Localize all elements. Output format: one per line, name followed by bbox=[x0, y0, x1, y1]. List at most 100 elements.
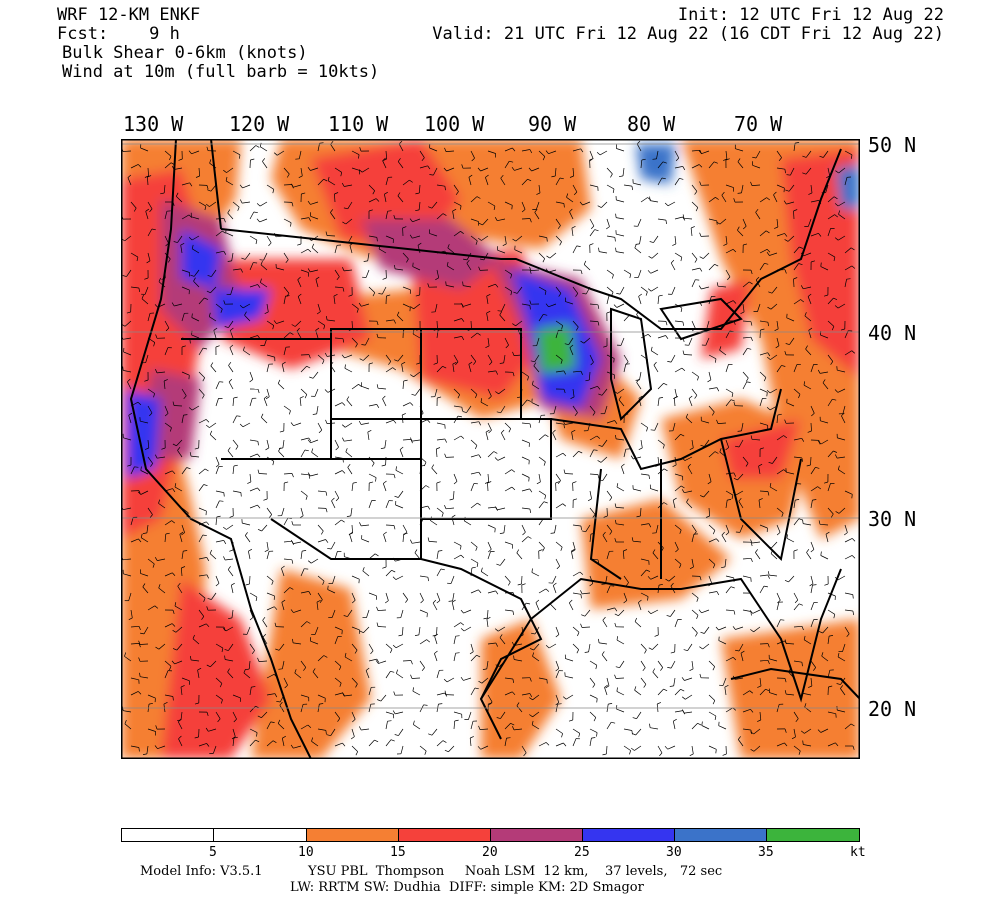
wind-barb-flag bbox=[638, 599, 642, 603]
wind-barb-flag bbox=[154, 605, 159, 609]
wind-barb bbox=[480, 401, 489, 407]
wind-barb bbox=[317, 728, 326, 731]
wind-barb bbox=[667, 745, 676, 750]
wind-barb bbox=[589, 405, 596, 413]
wind-barb-flag bbox=[383, 531, 387, 535]
wind-barb bbox=[331, 500, 336, 509]
wind-barb-flag bbox=[568, 719, 573, 722]
wind-barb bbox=[827, 483, 831, 492]
wind-barb-flag bbox=[563, 469, 566, 474]
wind-barb bbox=[652, 671, 659, 679]
wind-barb bbox=[178, 738, 183, 747]
wind-barb bbox=[127, 177, 132, 186]
wind-barb bbox=[653, 364, 659, 373]
wind-barb-flag bbox=[545, 742, 550, 746]
wind-barb-flag bbox=[584, 651, 589, 653]
wind-barb bbox=[293, 184, 302, 188]
wind-barb bbox=[842, 405, 846, 414]
gulf-coast bbox=[480, 568, 842, 703]
wind-barb-flag bbox=[344, 364, 346, 369]
wind-barb-flag bbox=[153, 342, 156, 347]
wind-barb bbox=[708, 538, 717, 543]
wind-barb bbox=[481, 235, 489, 241]
wind-barb bbox=[436, 670, 440, 679]
wind-barb-flag bbox=[766, 406, 771, 411]
wind-barb-flag bbox=[204, 206, 207, 211]
wind-barb-flag bbox=[647, 610, 652, 614]
wind-barb-flag bbox=[449, 498, 454, 501]
wind-barb bbox=[623, 269, 631, 275]
wind-barb-flag bbox=[485, 429, 490, 433]
wind-barb-flag bbox=[529, 693, 533, 698]
wind-barb-flag bbox=[501, 429, 505, 434]
wind-barb bbox=[343, 269, 353, 272]
wind-barb bbox=[470, 721, 474, 730]
wind-barb bbox=[555, 218, 561, 226]
wind-barb bbox=[277, 150, 285, 156]
wind-barb bbox=[130, 164, 139, 169]
wind-barb bbox=[684, 456, 693, 461]
wind-barb bbox=[810, 575, 814, 584]
wind-barb-flag bbox=[552, 429, 556, 434]
wind-barb-flag bbox=[233, 464, 238, 467]
wind-barb-flag bbox=[707, 481, 712, 485]
wind-barb bbox=[263, 252, 268, 261]
wind-barb-flag bbox=[486, 310, 491, 314]
wind-barb bbox=[123, 370, 132, 373]
wind-barb-flag bbox=[205, 424, 210, 428]
wind-barb bbox=[616, 148, 625, 152]
wind-barb bbox=[838, 167, 846, 174]
wind-barb bbox=[395, 268, 404, 271]
wind-barb bbox=[672, 721, 676, 730]
wind-barb-flag bbox=[151, 228, 156, 231]
wind-barb-flag bbox=[345, 448, 348, 453]
wind-barb-flag bbox=[800, 299, 805, 303]
wind-barb bbox=[570, 551, 574, 560]
wind-barb bbox=[640, 197, 648, 203]
wind-barb bbox=[844, 723, 852, 730]
wind-barb bbox=[555, 370, 564, 373]
wind-barb-flag bbox=[697, 376, 699, 381]
wind-barb bbox=[606, 296, 610, 305]
wind-barb-flag bbox=[154, 454, 158, 459]
wind-barb bbox=[751, 438, 761, 441]
wind-barb bbox=[786, 201, 795, 205]
wind-barb-flag bbox=[202, 377, 206, 382]
wind-barb-flag bbox=[527, 399, 532, 402]
wind-barb-flag bbox=[798, 518, 803, 521]
wind-barb bbox=[215, 398, 219, 407]
wind-barb bbox=[173, 405, 183, 407]
wind-barb bbox=[691, 164, 700, 169]
wind-barb-flag bbox=[201, 616, 205, 620]
wind-barb bbox=[128, 415, 132, 424]
wind-barb bbox=[516, 705, 523, 713]
wind-barb-flag bbox=[352, 719, 356, 723]
wind-barb-flag bbox=[532, 652, 535, 657]
wind-barb bbox=[385, 524, 395, 526]
wind-barb bbox=[470, 218, 479, 222]
wind-barb-flag bbox=[207, 598, 212, 600]
wind-barb bbox=[366, 609, 370, 618]
wind-barb bbox=[453, 231, 461, 237]
wind-barb bbox=[538, 588, 547, 594]
wind-barb-flag bbox=[715, 626, 719, 631]
wind-barb bbox=[554, 167, 557, 177]
wind-barb bbox=[351, 483, 354, 492]
wind-barb-flag bbox=[512, 351, 515, 356]
wind-barb-flag bbox=[729, 330, 734, 333]
wind-barb-flag bbox=[181, 345, 186, 348]
wind-barb-flag bbox=[331, 497, 335, 502]
wind-barb bbox=[193, 269, 200, 277]
wind-barb-flag bbox=[227, 566, 231, 570]
wind-barb-flag bbox=[341, 402, 346, 406]
wind-barb-flag bbox=[210, 362, 214, 367]
wind-barb-flag bbox=[495, 283, 499, 288]
wind-barb bbox=[368, 473, 377, 478]
wind-barb bbox=[616, 639, 625, 645]
wind-barb bbox=[123, 710, 132, 713]
wind-barb bbox=[140, 573, 149, 577]
wind-barb bbox=[282, 439, 285, 448]
wind-barb-flag bbox=[138, 643, 141, 648]
wind-barb-flag bbox=[634, 244, 637, 249]
wind-barb-flag bbox=[750, 611, 752, 616]
